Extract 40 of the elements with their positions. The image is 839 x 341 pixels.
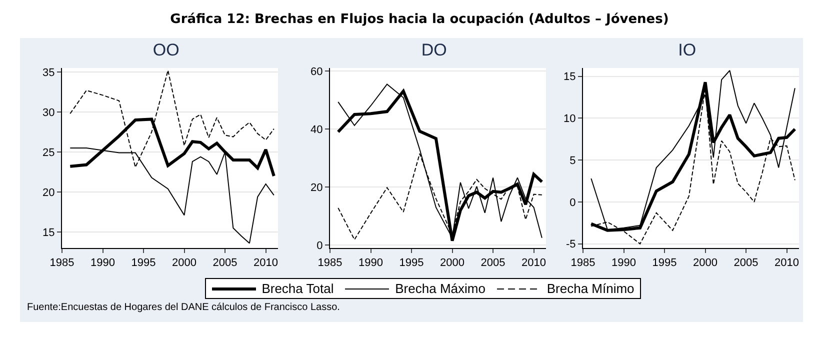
y-tick-label: 10: [564, 113, 576, 126]
y-tick-label: 20: [42, 186, 55, 199]
y-tick-label: 5: [570, 154, 576, 167]
x-tick-label: 1985: [318, 257, 342, 270]
y-tick-label: 35: [42, 66, 55, 79]
x-tick-label: 2010: [254, 257, 278, 270]
y-tick-label: 40: [310, 124, 323, 136]
x-tick-label: 2005: [212, 257, 238, 270]
x-tick-label: 1985: [570, 257, 596, 270]
x-tick-label: 1995: [131, 257, 156, 270]
y-tick-label: 0: [570, 196, 576, 209]
y-tick-label: 20: [310, 182, 323, 194]
y-tick-label: -5: [566, 238, 576, 251]
y-tick-label: 25: [42, 146, 55, 159]
chart-title: DO: [421, 40, 447, 60]
x-tick-label: 2000: [440, 257, 464, 270]
x-tick-label: 2000: [172, 257, 196, 270]
x-tick-label: 2005: [480, 257, 506, 270]
x-tick-label: 1985: [50, 257, 74, 270]
legend-label: Brecha Total: [262, 281, 334, 296]
legend-label: Brecha Máximo: [395, 281, 486, 296]
x-tick-label: 2005: [734, 257, 758, 270]
source-note: Fuente:Encuestas de Hogares del DANE cálculos de Francisco Lasso.: [27, 302, 340, 313]
x-tick-label: 2010: [774, 257, 800, 270]
x-tick-label: 2000: [693, 257, 718, 270]
y-tick-label: 0: [316, 240, 323, 252]
x-tick-label: 1990: [612, 257, 636, 270]
x-tick-label: 1990: [90, 257, 115, 270]
chart-title: IO: [678, 40, 696, 60]
x-tick-label: 2010: [522, 257, 546, 270]
y-tick-label: 30: [42, 106, 55, 119]
x-tick-label: 1990: [358, 257, 383, 270]
y-tick-label: 15: [564, 71, 576, 84]
x-tick-label: 1995: [399, 257, 424, 270]
y-tick-label: 60: [310, 66, 323, 78]
chart-title: OO: [152, 40, 180, 60]
x-tick-label: 1995: [652, 257, 677, 270]
y-tick-label: 15: [42, 226, 55, 239]
text: Gráfica 12: Brechas en Flujos hacia la ocupación (Adultos – Jóvenes): [169, 12, 670, 27]
legend-label: Brecha Mínimo: [546, 281, 634, 296]
